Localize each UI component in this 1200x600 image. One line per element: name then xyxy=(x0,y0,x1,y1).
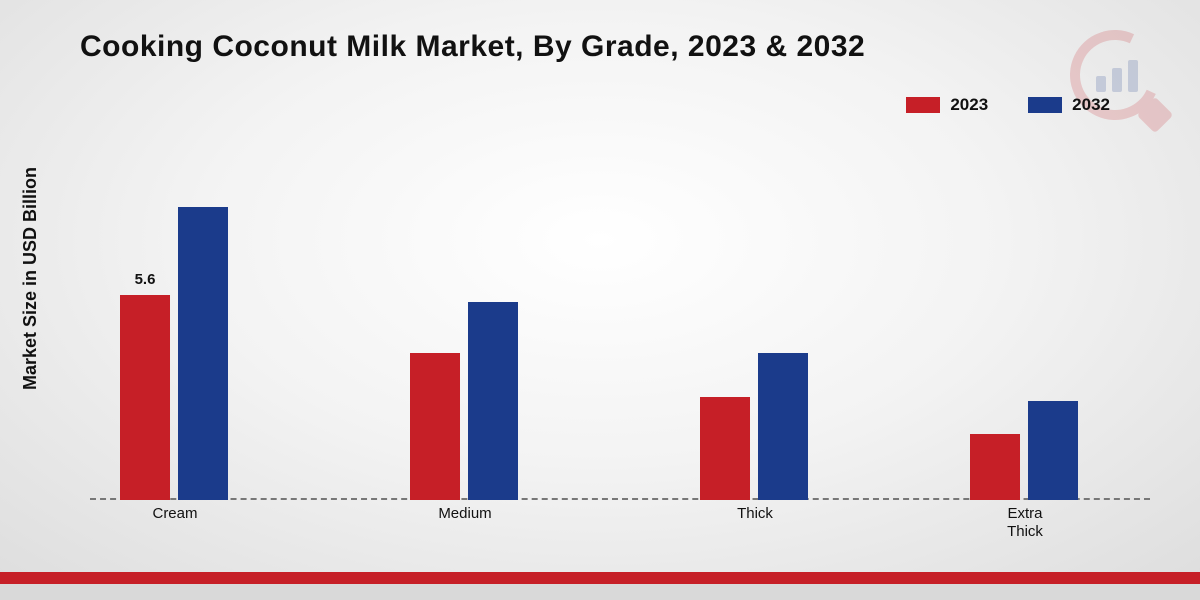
bar-thick-2023 xyxy=(700,397,750,500)
chart-title: Cooking Coconut Milk Market, By Grade, 2… xyxy=(80,30,865,64)
legend-label-2023: 2023 xyxy=(950,95,988,115)
bar-thick-2032 xyxy=(758,353,808,500)
legend-label-2032: 2032 xyxy=(1072,95,1110,115)
legend-swatch-2023 xyxy=(906,97,940,113)
bar-extra-thick-2023 xyxy=(970,434,1020,500)
bar-value-label: 5.6 xyxy=(135,271,156,288)
bar-group-medium xyxy=(410,302,540,500)
bar-extra-thick-2032 xyxy=(1028,401,1078,500)
bar-group-extra-thick xyxy=(970,401,1100,500)
legend: 2023 2032 xyxy=(906,95,1110,115)
bar-cream-2032 xyxy=(178,207,228,500)
plot-area: 5.6 Cream Medium Thick ExtraThick xyxy=(90,170,1150,500)
footer-red-bar xyxy=(0,572,1200,584)
footer-grey-bar xyxy=(0,584,1200,600)
x-tick-extra-thick: ExtraThick xyxy=(960,505,1090,541)
bar-medium-2032 xyxy=(468,302,518,500)
chart-canvas: Cooking Coconut Milk Market, By Grade, 2… xyxy=(0,0,1200,600)
legend-item-2023: 2023 xyxy=(906,95,988,115)
y-axis-label: Market Size in USD Billion xyxy=(20,167,41,390)
legend-swatch-2032 xyxy=(1028,97,1062,113)
bar-group-thick xyxy=(700,353,830,500)
x-tick-cream: Cream xyxy=(110,505,240,523)
bar-cream-2023: 5.6 xyxy=(120,295,170,500)
legend-item-2032: 2032 xyxy=(1028,95,1110,115)
bar-medium-2023 xyxy=(410,353,460,500)
bar-group-cream: 5.6 xyxy=(120,207,250,500)
x-tick-medium: Medium xyxy=(400,505,530,523)
x-tick-thick: Thick xyxy=(690,505,820,523)
